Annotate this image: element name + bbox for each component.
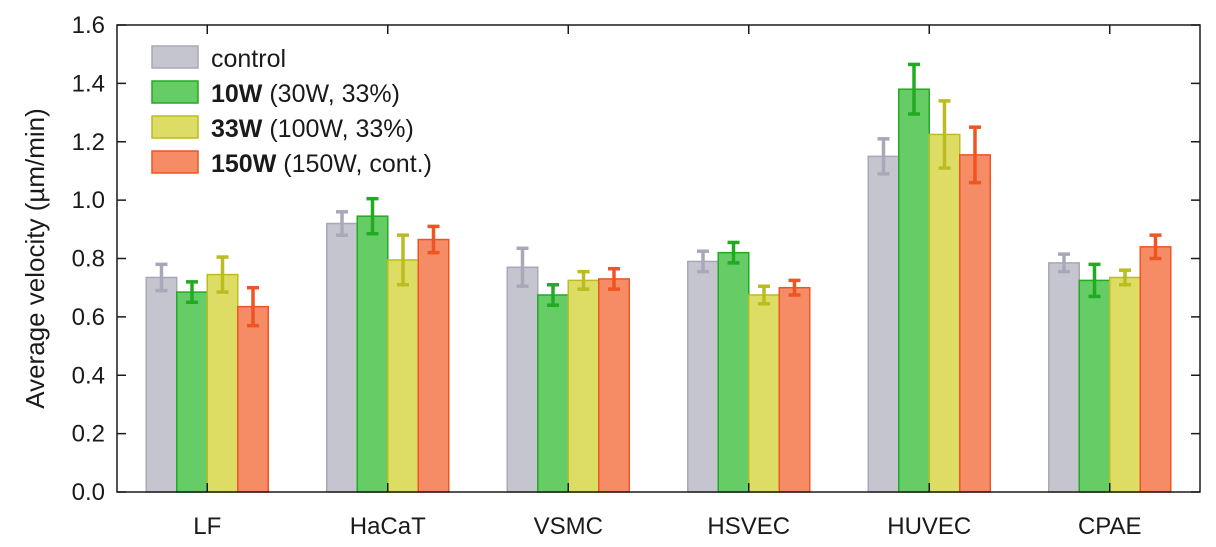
error-bar-hsvec-series-2	[758, 284, 770, 306]
y-tick-label: 1.4	[72, 70, 105, 97]
bar-huvec-series-1	[898, 88, 930, 493]
error-bar-vsmc-series-2	[577, 269, 590, 291]
error-bar-vsmc-series-1	[547, 283, 559, 307]
error-bar-lf-series-2	[216, 255, 229, 294]
bar-cpae-series-2	[1109, 276, 1141, 493]
bar-hsvec-series-1	[717, 251, 750, 493]
legend-entry-detail: (150W, cont.)	[276, 150, 432, 178]
y-tick-label: 1.2	[72, 129, 105, 156]
error-bar-lf-series-1	[186, 280, 198, 305]
error-bar-hsvec-series-0	[697, 249, 709, 274]
bar-hacat-series-0	[326, 222, 358, 493]
error-bar-hsvec-series-1	[727, 240, 740, 265]
legend-entry-detail: (30W, 33%)	[262, 80, 400, 108]
legend-swatch-2	[151, 115, 199, 139]
bar-vsmc-series-1	[537, 294, 569, 493]
legend-entry-0: control	[211, 45, 286, 73]
legend: control 10W (30W, 33%) 33W (100W, 33%) 150W…	[151, 45, 432, 178]
legend-entry-bold: 10W	[211, 80, 263, 108]
bar-lf-series-2	[206, 273, 239, 493]
bar-huvec-series-3	[959, 154, 991, 493]
legend-entry-2: 33W (100W, 33%)	[211, 115, 414, 143]
bar-lf-series-1	[176, 291, 208, 493]
bar-vsmc-series-3	[598, 278, 630, 493]
error-bar-lf-series-0	[155, 262, 168, 293]
x-tick-label-huvec: HUVEC	[887, 513, 971, 540]
bar-hacat-series-3	[417, 238, 450, 493]
error-bar-vsmc-series-3	[608, 266, 620, 291]
error-bar-cpae-series-0	[1058, 252, 1070, 274]
x-tick-label-lf: LF	[193, 513, 221, 540]
bar-hacat-series-2	[387, 259, 419, 493]
error-bar-huvec-series-0	[877, 137, 890, 176]
error-bar-cpae-series-1	[1088, 262, 1101, 299]
legend-entry-3: 150W (150W, cont.)	[211, 150, 432, 178]
y-tick-label: 0.8	[72, 246, 105, 273]
bar-vsmc-series-2	[567, 279, 600, 493]
legend-swatch-0	[151, 45, 199, 69]
bar-hsvec-series-2	[748, 294, 780, 493]
x-tick-label-vsmc: VSMC	[534, 513, 603, 540]
bar-lf-series-0	[145, 276, 178, 493]
legend-entry-1: 10W (30W, 33%)	[211, 80, 400, 108]
y-tick-label: 0.2	[72, 421, 105, 448]
legend-entry-bold: 150W	[211, 150, 277, 178]
error-bar-vsmc-series-0	[516, 246, 529, 288]
error-bar-lf-series-3	[247, 285, 259, 328]
bar-cpae-series-3	[1139, 246, 1172, 493]
y-tick-label: 0.4	[72, 362, 105, 389]
error-bar-huvec-series-1	[908, 62, 920, 116]
plot-area: 0.0 0.2 0.4 0.6 0.8 1.0 1.2 1.4 1.6 LF HaCaT VSMC HS…	[20, 12, 1201, 540]
legend-swatch-3	[151, 150, 199, 174]
bar-hsvec-series-3	[778, 286, 811, 493]
y-tick-label: 1.6	[72, 12, 105, 39]
bar-huvec-series-0	[867, 155, 900, 493]
bar-huvec-series-2	[928, 133, 961, 493]
error-bar-hacat-series-0	[336, 210, 348, 237]
y-axis-label: Average velocity (µm/min)	[20, 108, 50, 409]
error-bar-huvec-series-2	[938, 99, 951, 170]
error-bar-huvec-series-3	[969, 125, 981, 185]
bar-hsvec-series-0	[687, 260, 719, 493]
x-tick-label-hsvec: HSVEC	[707, 513, 790, 540]
error-bar-cpae-series-2	[1119, 268, 1131, 287]
bar-hacat-series-1	[356, 215, 389, 493]
x-tick-label-cpae: CPAE	[1078, 513, 1142, 540]
bar-cpae-series-0	[1048, 262, 1080, 493]
legend-entry-detail: (100W, 33%)	[262, 115, 413, 143]
bar-cpae-series-1	[1078, 279, 1111, 493]
legend-swatch-1	[151, 80, 199, 104]
error-bar-cpae-series-3	[1149, 233, 1162, 261]
x-tick-label-hacat: HaCaT	[350, 513, 426, 540]
y-tick-label: 0.0	[72, 479, 105, 506]
legend-entry-bold: 33W	[211, 115, 263, 143]
y-tick-label: 1.0	[72, 187, 105, 214]
bar-vsmc-series-0	[506, 266, 539, 493]
bar-lf-series-3	[237, 305, 269, 493]
error-bar-hacat-series-3	[427, 224, 440, 255]
error-bar-hacat-series-2	[397, 233, 409, 287]
error-bar-hacat-series-1	[366, 196, 379, 236]
error-bar-hsvec-series-3	[788, 278, 801, 297]
y-tick-label: 0.6	[72, 304, 105, 331]
